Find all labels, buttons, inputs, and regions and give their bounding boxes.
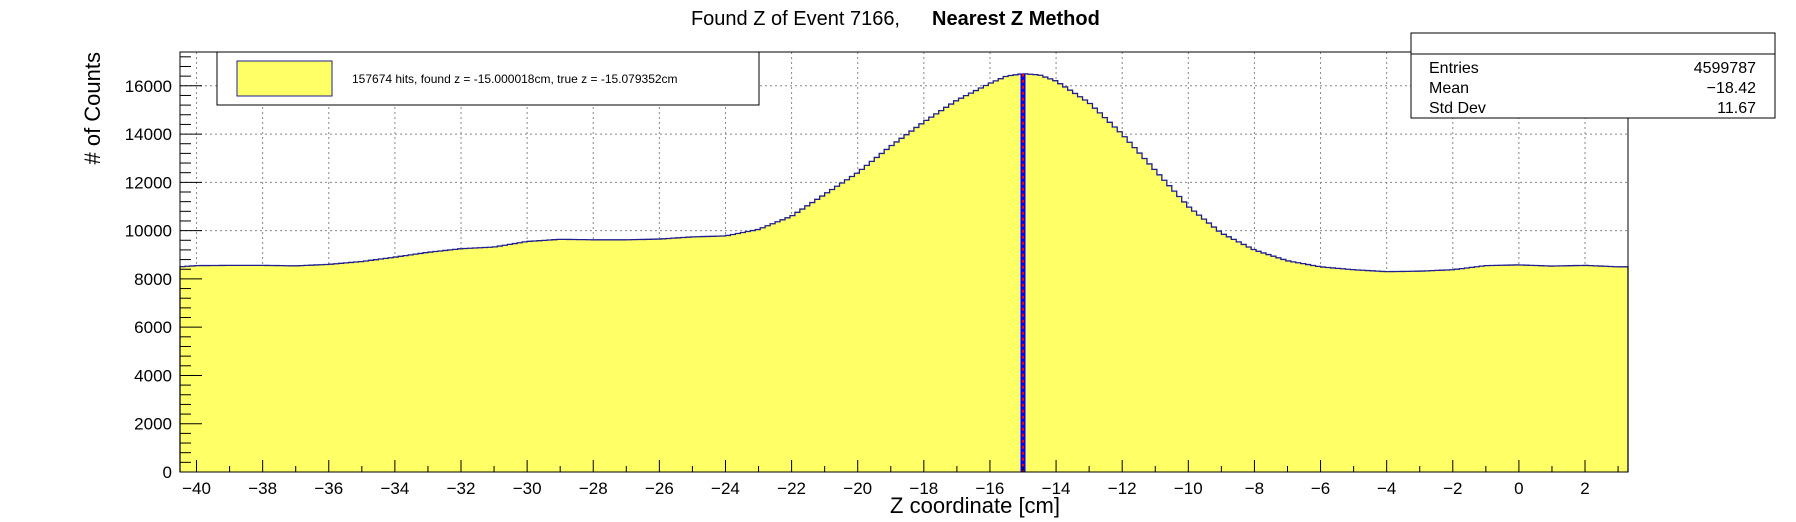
y-tick-label-2: 4000 [134, 366, 172, 385]
x-tick-label-14: −12 [1108, 479, 1137, 498]
y-axis: 0 2000 4000 6000 8000 10000 12000 14000 16000 [125, 56, 202, 482]
legend: 157674 hits, found z = -15.000018cm, tru… [216, 51, 760, 106]
x-tick-label-1: −38 [248, 479, 277, 498]
x-tick-label-3: −34 [380, 479, 409, 498]
stats-box: Entries 4599787 Mean −18.42 Std Dev 11.6… [1410, 32, 1776, 119]
x-tick-label-20: 0 [1514, 479, 1523, 498]
y-tick-label-5: 10000 [125, 222, 172, 241]
x-axis: −40 −38 −36 −34 −32 −30 −28 −26 −24 −22 −20 −18 −16−… [179, 460, 1619, 498]
x-tick-label-8: −24 [711, 479, 740, 498]
histogram-outline [179, 73, 1629, 472]
x-tick-label-0: −40 [182, 479, 211, 498]
y-tick-label-7: 14000 [125, 125, 172, 144]
y-tick-label-0: 0 [163, 463, 172, 482]
x-axis-title: Z coordinate [cm] [890, 493, 1060, 518]
y-axis-title: # of Counts [80, 52, 105, 165]
y-tick-label-6: 12000 [125, 173, 172, 192]
x-tick-label-4: −32 [447, 479, 476, 498]
stats-entries-value: 4599787 [1694, 60, 1756, 77]
legend-entry: 157674 hits, found z = -15.000018cm, tru… [352, 72, 678, 86]
x-tick-label-18: −4 [1377, 479, 1396, 498]
y-tick-label-3: 6000 [134, 318, 172, 337]
x-tick-label-12: −16 [976, 479, 1005, 498]
y-tick-label-1: 2000 [134, 415, 172, 434]
x-tick-label-13: −14 [1042, 479, 1071, 498]
x-tick-label-15: −10 [1174, 479, 1203, 498]
y-tick-label-4: 8000 [134, 270, 172, 289]
x-tick-label-16: −8 [1245, 479, 1264, 498]
x-tick-label-5: −30 [513, 479, 542, 498]
y-tick-label-8: 16000 [125, 77, 172, 96]
stats-mean-value: −18.42 [1707, 80, 1756, 97]
x-tick-label-10: −20 [843, 479, 872, 498]
x-tick-label-2: −36 [314, 479, 343, 498]
stats-stddev-value: 11.67 [1717, 100, 1756, 117]
stats-mean-label: Mean [1429, 80, 1469, 97]
histogram-fill [180, 73, 1628, 472]
stats-frame [1410, 32, 1776, 119]
plot-frame [179, 51, 1629, 473]
x-tick-label-11: −18 [909, 479, 938, 498]
x-tick-label-9: −22 [777, 479, 806, 498]
x-tick-label-19: −2 [1443, 479, 1462, 498]
x-tick-label-21: 2 [1580, 479, 1589, 498]
chart-title: Found Z of Event 7166, [691, 8, 900, 30]
x-tick-label-6: −28 [579, 479, 608, 498]
stats-entries-label: Entries [1429, 60, 1479, 77]
legend-swatch [236, 60, 333, 97]
stats-stddev-label: Std Dev [1429, 100, 1486, 117]
x-tick-label-7: −26 [645, 479, 674, 498]
chart-title-method: Nearest Z Method [932, 8, 1100, 30]
x-tick-label-17: −6 [1311, 479, 1330, 498]
